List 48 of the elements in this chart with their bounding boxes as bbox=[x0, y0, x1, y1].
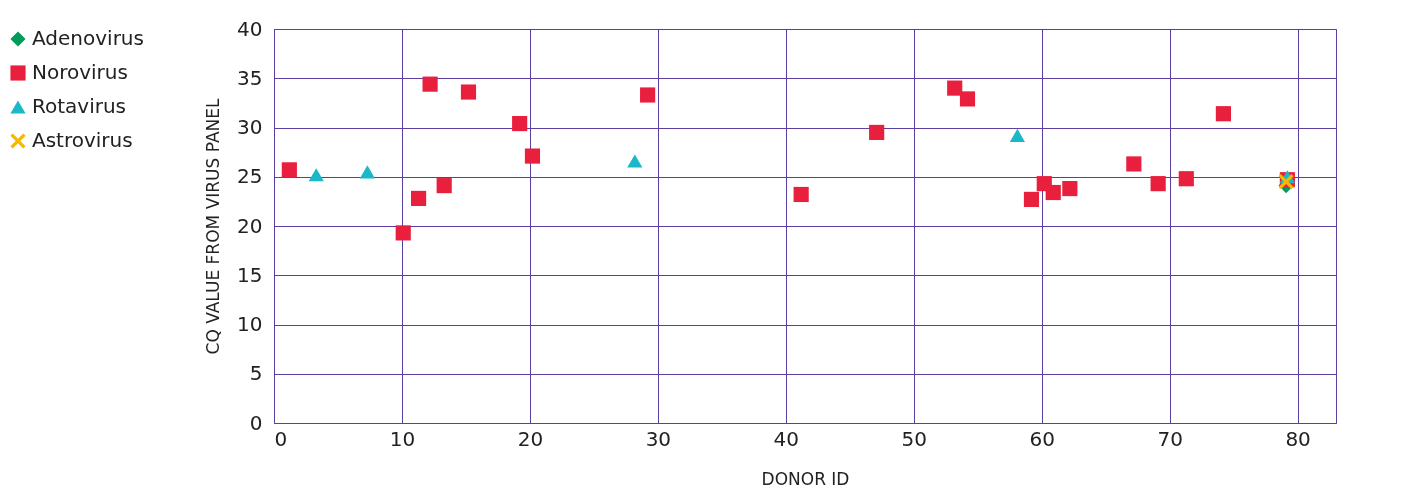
point bbox=[436, 178, 452, 194]
point bbox=[1178, 171, 1194, 187]
point bbox=[1150, 176, 1166, 192]
x-tick-label: 10 bbox=[389, 426, 416, 451]
y-tick-label: 20 bbox=[237, 213, 263, 238]
legend-label: Norovirus bbox=[32, 60, 128, 84]
y-tick-label: 5 bbox=[249, 361, 263, 386]
point bbox=[460, 84, 477, 100]
point bbox=[793, 186, 809, 203]
point bbox=[947, 80, 963, 96]
legend-label: Adenovirus bbox=[32, 26, 144, 50]
x-tick-label: 60 bbox=[1029, 426, 1055, 451]
y-tick-label: 25 bbox=[237, 164, 263, 189]
point bbox=[395, 225, 411, 241]
point bbox=[1062, 180, 1078, 197]
y-tick-label: 15 bbox=[237, 262, 263, 287]
point bbox=[359, 165, 375, 179]
x-tick-label: 40 bbox=[773, 426, 800, 451]
y-tick-label: 30 bbox=[237, 115, 263, 139]
x-tick-label: 0 bbox=[274, 426, 288, 451]
x-axis-title: DONOR ID bbox=[761, 468, 850, 487]
point bbox=[1215, 106, 1231, 122]
y-axis-title: CQ VALUE FROM VIRUS PANEL bbox=[203, 98, 224, 355]
point bbox=[1126, 156, 1142, 172]
x-tick-label: 70 bbox=[1157, 426, 1183, 451]
point bbox=[959, 91, 976, 107]
point bbox=[422, 76, 438, 92]
legend-label: Rotavirus bbox=[32, 94, 127, 118]
x-tick-label: 30 bbox=[645, 426, 672, 451]
point bbox=[512, 115, 528, 132]
point bbox=[281, 162, 297, 178]
point bbox=[411, 190, 427, 206]
point bbox=[524, 148, 541, 164]
y-tick-label: 40 bbox=[237, 16, 263, 41]
point bbox=[308, 168, 324, 182]
point bbox=[640, 87, 656, 103]
y-tick-label: 35 bbox=[237, 65, 263, 90]
point bbox=[627, 154, 643, 168]
point bbox=[1023, 191, 1040, 207]
point bbox=[869, 124, 885, 141]
y-tick-label: 10 bbox=[237, 312, 263, 336]
y-tick-label: 0 bbox=[249, 410, 263, 435]
x-tick-label: 80 bbox=[1285, 426, 1311, 451]
x-tick-label: 50 bbox=[901, 426, 927, 451]
x-tick-label: 20 bbox=[517, 426, 544, 451]
point bbox=[1045, 184, 1061, 201]
legend-label: Astrovirus bbox=[32, 128, 133, 152]
point bbox=[1009, 128, 1025, 142]
